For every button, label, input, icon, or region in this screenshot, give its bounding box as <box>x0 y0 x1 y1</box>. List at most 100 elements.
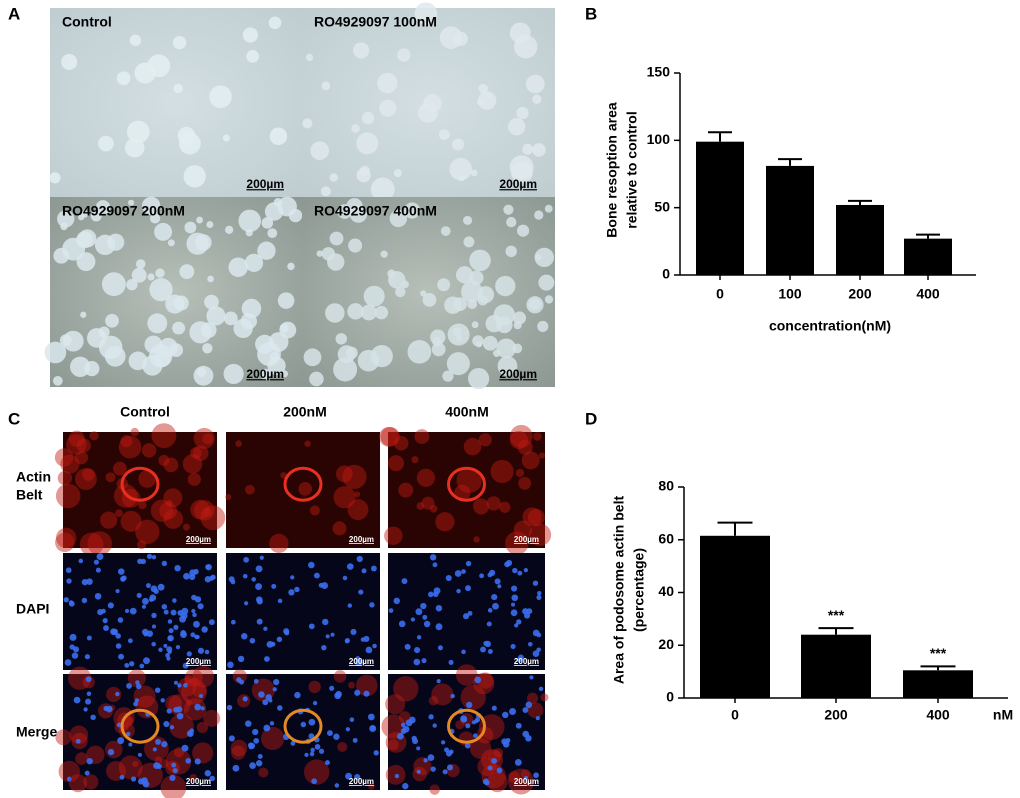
texture <box>484 640 492 648</box>
texture <box>120 435 133 448</box>
micrograph <box>388 432 545 548</box>
x-tick-label: 400 <box>926 707 950 723</box>
texture <box>116 722 122 728</box>
texture <box>528 523 552 547</box>
texture <box>416 635 422 640</box>
texture <box>148 597 154 602</box>
texture <box>503 204 514 215</box>
texture <box>172 768 178 774</box>
texture <box>190 677 199 686</box>
texture <box>333 357 358 382</box>
texture <box>525 74 545 94</box>
scale-bar: 200µm <box>349 657 374 666</box>
texture <box>124 716 134 726</box>
texture <box>294 691 301 699</box>
texture <box>135 695 159 719</box>
texture <box>321 81 331 91</box>
texture <box>248 742 256 750</box>
texture <box>329 685 335 691</box>
texture <box>497 584 502 589</box>
texture <box>473 733 478 738</box>
texture <box>337 204 352 219</box>
texture <box>44 341 67 364</box>
texture <box>447 466 486 502</box>
texture <box>122 724 129 731</box>
bar <box>696 141 744 275</box>
texture <box>110 628 117 636</box>
texture <box>387 739 399 751</box>
texture <box>263 626 268 631</box>
texture <box>160 774 187 798</box>
texture <box>151 555 157 560</box>
texture <box>311 778 318 785</box>
texture <box>532 94 542 104</box>
texture <box>256 618 263 625</box>
texture <box>428 591 434 598</box>
texture <box>429 784 440 795</box>
texture <box>127 669 146 688</box>
texture <box>147 313 168 334</box>
texture <box>258 767 269 778</box>
texture <box>497 356 518 376</box>
texture <box>69 725 89 745</box>
micrograph <box>226 553 380 670</box>
texture <box>480 646 486 653</box>
texture <box>511 602 516 607</box>
annotation: *** <box>828 607 845 623</box>
texture <box>120 510 142 532</box>
image-label: Control <box>62 14 112 30</box>
texture <box>262 699 269 706</box>
texture <box>83 774 99 790</box>
texture <box>55 729 72 746</box>
texture <box>57 470 73 486</box>
texture <box>420 602 427 610</box>
texture <box>141 604 147 609</box>
x-tick-label: 200 <box>848 286 872 302</box>
texture <box>456 588 461 594</box>
texture <box>433 587 441 595</box>
texture <box>509 424 533 448</box>
texture <box>520 769 531 779</box>
texture <box>534 210 544 220</box>
texture <box>509 708 517 716</box>
texture <box>95 567 101 573</box>
texture <box>205 563 212 571</box>
texture <box>187 472 201 486</box>
texture <box>412 766 427 782</box>
texture <box>372 643 377 649</box>
texture <box>187 731 193 736</box>
panel-label: D <box>585 409 597 428</box>
texture <box>324 760 330 766</box>
texture <box>514 623 519 628</box>
texture <box>243 556 249 563</box>
scale-bar: 200µm <box>499 367 537 381</box>
texture <box>195 635 200 640</box>
bar <box>766 165 814 275</box>
texture <box>374 305 389 320</box>
texture <box>373 750 379 756</box>
y-axis-label: Bone resoption area <box>604 102 620 238</box>
texture <box>267 228 278 239</box>
texture <box>348 238 363 253</box>
texture <box>486 496 501 511</box>
y-tick-label: 50 <box>654 198 670 214</box>
texture <box>82 676 95 689</box>
texture <box>139 663 145 669</box>
texture <box>155 268 165 278</box>
texture <box>86 691 92 696</box>
texture <box>512 567 518 574</box>
texture <box>492 349 501 358</box>
texture <box>345 727 351 732</box>
texture <box>469 737 492 759</box>
texture <box>536 594 542 600</box>
texture <box>137 558 143 564</box>
texture <box>363 285 385 307</box>
texture <box>356 132 379 155</box>
texture <box>193 365 214 386</box>
texture <box>257 241 276 260</box>
texture <box>477 98 484 106</box>
texture <box>242 696 248 702</box>
texture <box>200 322 217 338</box>
texture <box>151 624 157 629</box>
texture <box>118 435 142 459</box>
